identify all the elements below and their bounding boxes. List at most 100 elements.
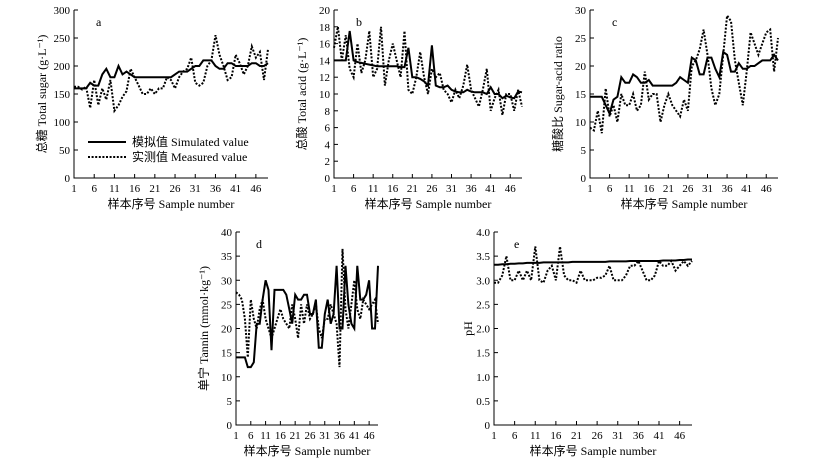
series-measured-line xyxy=(494,246,693,285)
x-tick-label: 6 xyxy=(248,430,254,442)
y-tick-label: 30 xyxy=(221,275,233,287)
x-tick-label: 36 xyxy=(210,183,222,195)
y-tick-label: 18 xyxy=(319,22,331,34)
x-axis-label: 样本序号 Sample number xyxy=(621,196,748,211)
y-tick-label: 2.5 xyxy=(476,299,490,311)
y-axis-label: 总糖 Total sugar (g·L⁻¹) xyxy=(34,35,49,154)
x-tick-label: 11 xyxy=(260,430,271,442)
y-tick-label: 35 xyxy=(221,251,233,263)
y-tick-label: 0 xyxy=(65,173,71,185)
y-tick-label: 5 xyxy=(581,145,587,157)
legend-simulated-label: 模拟值 Simulated value xyxy=(132,134,249,149)
x-tick-label: 31 xyxy=(190,183,201,195)
x-tick-label: 1 xyxy=(491,430,497,442)
x-tick-label: 26 xyxy=(304,430,316,442)
panel-e: 00.51.01.52.02.53.03.54.01 6 11 16 21 26 31 36 4… xyxy=(461,227,693,458)
x-tick-label: 16 xyxy=(643,183,655,195)
x-tick-label: 21 xyxy=(571,430,582,442)
y-tick-label: 4 xyxy=(325,139,331,151)
y-tick-label: 30 xyxy=(575,5,587,17)
y-tick-label: 6 xyxy=(325,123,331,135)
x-tick-label: 11 xyxy=(368,183,379,195)
x-tick-label: 36 xyxy=(334,430,346,442)
x-tick-label: 36 xyxy=(633,430,645,442)
y-tick-label: 5 xyxy=(227,396,233,408)
x-tick-label: 26 xyxy=(682,183,694,195)
y-tick-label: 20 xyxy=(319,5,331,17)
x-tick-label: 16 xyxy=(550,430,562,442)
y-tick-label: 0.5 xyxy=(476,396,490,408)
series-measured-line xyxy=(74,35,269,114)
x-tick-label: 31 xyxy=(319,430,330,442)
x-axis-label: 样本序号 Sample number xyxy=(530,443,657,458)
x-tick-label: 31 xyxy=(702,183,713,195)
y-axis-label: 糖酸比 Sugar-acid ratio xyxy=(550,36,565,152)
y-tick-label: 4.0 xyxy=(476,227,490,239)
x-tick-label: 21 xyxy=(290,430,301,442)
series-simulated-line xyxy=(236,265,379,369)
series-measured-line xyxy=(589,12,779,134)
y-tick-label: 0 xyxy=(227,420,233,432)
x-tick-label: 1 xyxy=(587,183,593,195)
y-tick-label: 25 xyxy=(575,33,587,45)
series-simulated-line xyxy=(590,50,779,117)
y-tick-label: 20 xyxy=(221,324,233,336)
series-simulated-line xyxy=(334,30,523,100)
y-tick-label: 10 xyxy=(221,372,233,384)
x-tick-label: 11 xyxy=(109,183,120,195)
y-tick-label: 12 xyxy=(319,72,330,84)
x-tick-label: 1 xyxy=(71,183,77,195)
x-tick-label: 26 xyxy=(170,183,182,195)
x-tick-label: 26 xyxy=(426,183,438,195)
x-tick-label: 46 xyxy=(674,430,686,442)
x-tick-label: 41 xyxy=(349,430,360,442)
y-tick-label: 0 xyxy=(485,420,491,432)
x-tick-label: 36 xyxy=(466,183,478,195)
panel-letter: a xyxy=(96,15,102,29)
y-tick-label: 3.0 xyxy=(476,275,490,287)
y-tick-label: 250 xyxy=(54,33,71,45)
x-tick-label: 41 xyxy=(485,183,496,195)
x-tick-label: 26 xyxy=(592,430,604,442)
y-tick-label: 15 xyxy=(575,89,587,101)
series-measured-line xyxy=(333,26,523,116)
x-tick-label: 6 xyxy=(512,430,518,442)
x-axis-label: 样本序号 Sample number xyxy=(244,443,371,458)
panel-letter: c xyxy=(612,15,617,29)
legend-measured-label: 实测值 Measured value xyxy=(132,149,247,164)
x-tick-label: 41 xyxy=(230,183,241,195)
x-axis-label: 样本序号 Sample number xyxy=(108,196,235,211)
y-tick-label: 0 xyxy=(581,173,587,185)
y-tick-label: 20 xyxy=(575,61,587,73)
x-tick-label: 46 xyxy=(505,183,517,195)
x-tick-label: 6 xyxy=(351,183,357,195)
x-axis-label: 样本序号 Sample number xyxy=(365,196,492,211)
y-tick-label: 1.5 xyxy=(476,348,490,360)
x-tick-label: 31 xyxy=(612,430,623,442)
x-tick-label: 21 xyxy=(149,183,160,195)
y-tick-label: 40 xyxy=(221,227,233,239)
y-tick-label: 2.0 xyxy=(476,324,490,336)
x-tick-label: 46 xyxy=(761,183,773,195)
x-tick-label: 46 xyxy=(364,430,376,442)
x-tick-label: 31 xyxy=(446,183,457,195)
y-tick-label: 10 xyxy=(575,117,587,129)
y-tick-label: 14 xyxy=(319,55,331,67)
y-axis-label: 总酸 Total acid (g·L⁻¹) xyxy=(294,38,309,151)
y-tick-label: 150 xyxy=(54,89,71,101)
y-tick-label: 50 xyxy=(59,145,71,157)
series-simulated-line xyxy=(74,59,269,90)
x-tick-label: 6 xyxy=(607,183,613,195)
x-tick-label: 6 xyxy=(91,183,97,195)
x-tick-label: 21 xyxy=(407,183,418,195)
x-tick-label: 46 xyxy=(250,183,262,195)
x-tick-label: 1 xyxy=(233,430,239,442)
y-axis-label: 单宁 Tannin (mmol·kg⁻¹) xyxy=(196,266,211,391)
panel-letter: b xyxy=(356,15,362,29)
y-tick-label: 25 xyxy=(221,299,233,311)
